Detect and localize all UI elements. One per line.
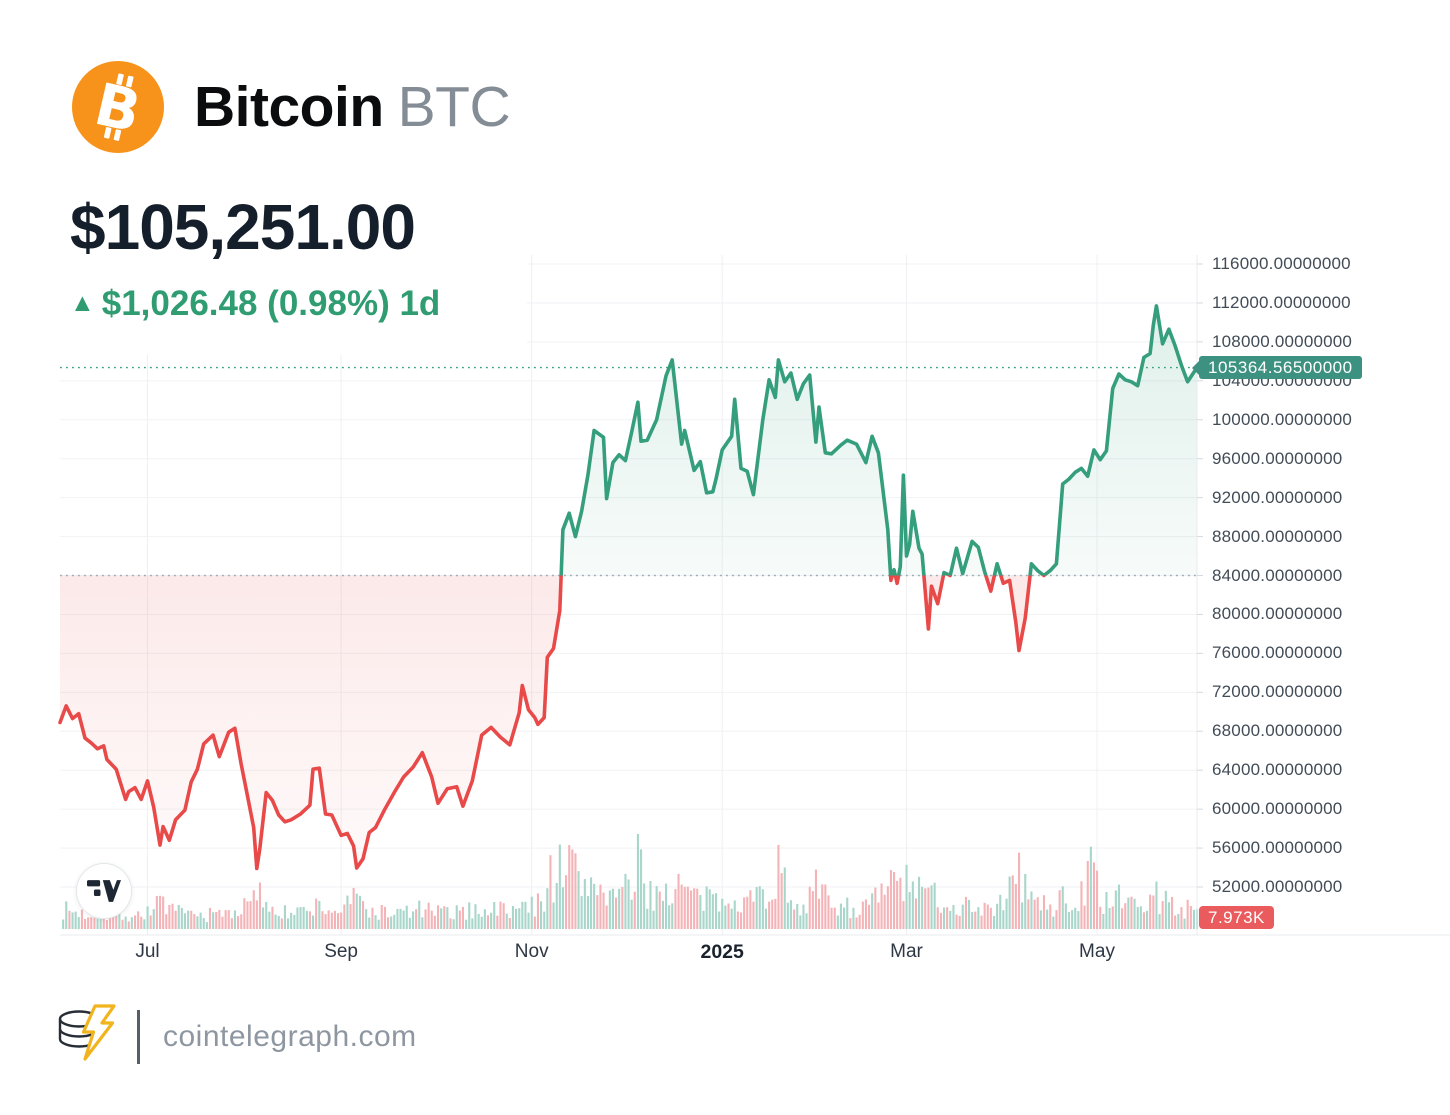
price-scale-label: 96000.00000000 [1212,448,1343,468]
footer-divider [137,1009,140,1064]
header-background-mask [0,255,527,355]
price-scale-label: 92000.00000000 [1212,487,1343,507]
tradingview-icon [87,880,121,902]
price-scale-label: 60000.00000000 [1212,799,1343,819]
price-scale-label: 88000.00000000 [1212,526,1343,546]
price-scale-label: 108000.00000000 [1212,331,1353,351]
price-scale-label: 112000.00000000 [1212,292,1351,312]
time-scale-label: May [1079,941,1115,962]
area-fill-above-baseline [60,305,1197,576]
coin-ticker: BTC [397,75,511,139]
price-scale-ticks [1197,263,1203,888]
price-change: ▲ $1,026.48 (0.98%) 1d [70,284,440,324]
price-scale-label: 84000.00000000 [1212,565,1343,585]
price-scale-label: 100000.00000000 [1212,409,1353,429]
time-scale-label: Mar [890,941,923,962]
cointelegraph-logo-icon [55,1003,119,1070]
site-url: cointelegraph.com [163,1019,417,1053]
bitcoin-logo-icon: B [72,61,164,153]
price-line-above-baseline [559,304,1199,576]
price-scale-label: 76000.00000000 [1212,643,1343,663]
price-scale-label: 72000.00000000 [1212,682,1343,702]
up-arrow-icon: ▲ [70,288,95,317]
price-scale-label: 64000.00000000 [1212,760,1343,780]
current-price: $105,251.00 [70,191,416,263]
current-volume-badge-value: 7.973K [1208,908,1265,927]
coin-name: Bitcoin [194,75,384,139]
price-scale-label: 68000.00000000 [1212,721,1343,741]
time-scale-label: Jul [135,941,160,962]
tradingview-logo[interactable] [76,863,132,919]
time-scale-label: Sep [324,941,358,962]
coin-header: B Bitcoin BTC [72,61,511,153]
time-scale-label: Nov [514,941,549,962]
footer-attribution: cointelegraph.com [55,1003,417,1070]
badge-arrow-icon [1192,359,1200,376]
current-price-badge-value: 105364.56500000 [1208,358,1353,377]
current-volume-badge: 7.973K [1199,906,1274,929]
price-scale-label: 52000.00000000 [1212,877,1343,896]
coin-title: Bitcoin BTC [194,74,511,140]
price-change-text: $1,026.48 (0.98%) 1d [101,284,441,323]
price-line-below-baseline [58,575,1047,871]
price-scale-label: 80000.00000000 [1212,604,1343,624]
area-fill-below-baseline [60,575,1197,869]
price-scale-label: 116000.00000000 [1212,254,1351,273]
current-price-badge: 105364.56500000 [1192,356,1362,379]
time-scale-label: 2025 [700,941,744,963]
volume-bars [62,834,1199,929]
price-scale-label: 56000.00000000 [1212,838,1343,858]
